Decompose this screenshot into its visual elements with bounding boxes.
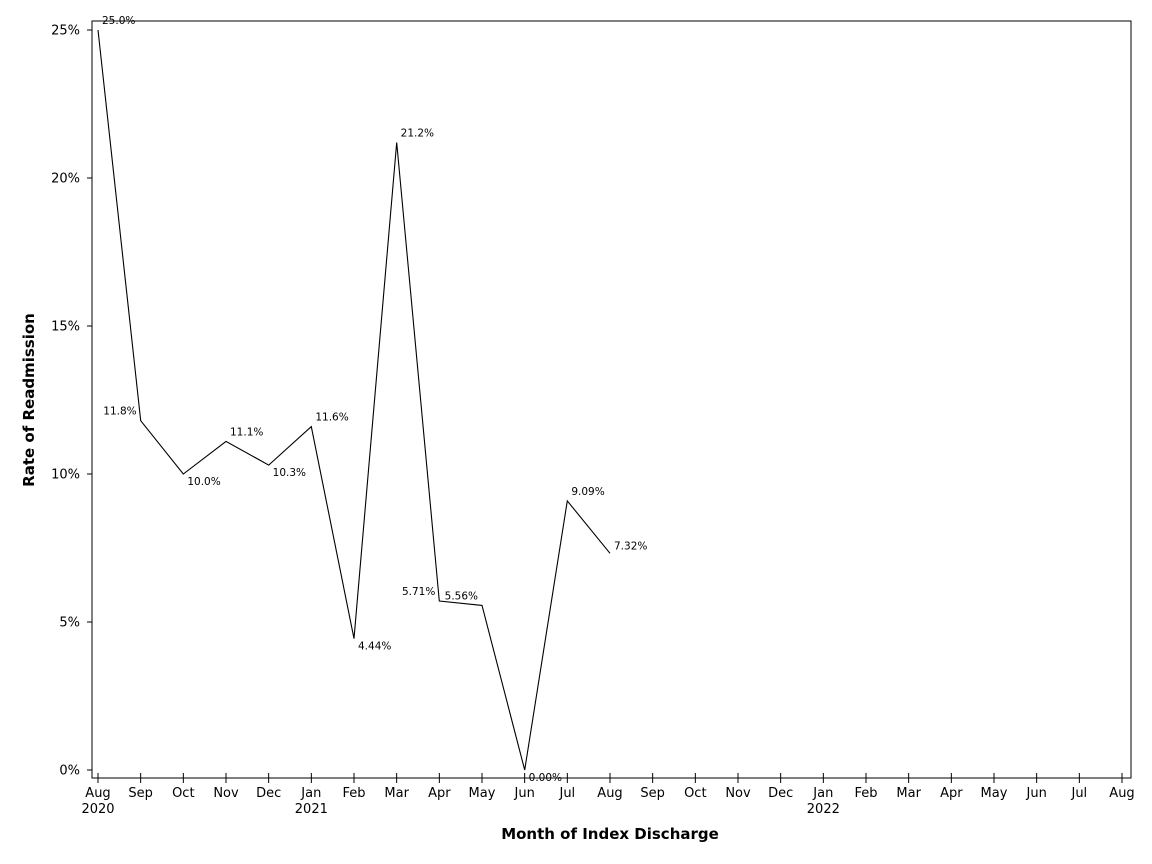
- x-tick-label: Oct: [172, 786, 194, 801]
- data-label: 4.44%: [358, 641, 391, 653]
- series-layer: [97, 29, 611, 771]
- data-label: 5.56%: [445, 590, 478, 602]
- x-tick-label: Mar: [384, 786, 409, 801]
- plot-frame: [91, 20, 1132, 779]
- data-label-layer: 25.0% 11.8% 10.0% 11.1% 10.3% 11.6% 4.44% 21.2%…: [102, 15, 647, 784]
- x-tick-label: Jan: [812, 786, 833, 801]
- data-label: 10.3%: [273, 467, 306, 479]
- x-tick-label: Sep: [128, 786, 153, 801]
- y-tick-label: 10%: [51, 468, 80, 483]
- x-axis-title: Month of Index Discharge: [501, 825, 719, 843]
- x-tick-label: Aug: [1109, 786, 1134, 801]
- x-tick-label: Jul: [558, 786, 575, 801]
- data-label: 10.0%: [187, 476, 220, 488]
- data-label: 11.6%: [315, 412, 348, 424]
- x-tick-label: Apr: [940, 786, 963, 801]
- y-tick-label: 25%: [51, 24, 80, 39]
- y-tick-label: 15%: [51, 320, 80, 335]
- data-label: 11.1%: [230, 426, 263, 438]
- data-label: 7.32%: [614, 540, 647, 552]
- y-axis-title: Rate of Readmission: [20, 313, 38, 487]
- data-label: 21.2%: [401, 127, 434, 139]
- x-tick-year-label: 2022: [807, 802, 840, 817]
- x-tick-label: May: [469, 786, 496, 801]
- x-tick-label: Jan: [300, 786, 321, 801]
- x-tick-label: Dec: [768, 786, 793, 801]
- data-label: 25.0%: [102, 15, 135, 27]
- x-tick-label: Aug: [85, 786, 110, 801]
- y-tick-label: 5%: [59, 616, 80, 631]
- x-tick-label: Dec: [256, 786, 281, 801]
- x-tick-label: Jul: [1070, 786, 1087, 801]
- y-tick-label: 0%: [59, 764, 80, 779]
- x-tick-label: Feb: [854, 786, 877, 801]
- data-label: 0.00%: [529, 772, 562, 784]
- y-tick-label: 20%: [51, 172, 80, 187]
- x-axis: Aug Sep Oct Nov Dec Jan Feb Mar Apr May Jun Jul Aug S…: [81, 773, 1135, 817]
- series-line: [97, 29, 611, 771]
- x-tick-label: Mar: [896, 786, 921, 801]
- x-tick-label: Nov: [213, 786, 239, 801]
- x-tick-label: Sep: [640, 786, 665, 801]
- data-label: 5.71%: [402, 586, 435, 598]
- x-tick-year-label: 2021: [295, 802, 328, 817]
- x-tick-label: Aug: [597, 786, 622, 801]
- x-tick-year-label: 2020: [81, 802, 114, 817]
- x-tick-label: Oct: [684, 786, 706, 801]
- data-label: 9.09%: [571, 486, 604, 498]
- x-tick-label: Feb: [342, 786, 365, 801]
- x-tick-label: Jun: [1026, 786, 1047, 801]
- x-tick-label: Apr: [428, 786, 451, 801]
- x-tick-label: Nov: [725, 786, 751, 801]
- x-tick-label: May: [981, 786, 1008, 801]
- data-label: 11.8%: [103, 406, 136, 418]
- x-tick-label: Jun: [514, 786, 535, 801]
- y-axis: 0% 5% 10% 15% 20% 25%: [51, 24, 92, 779]
